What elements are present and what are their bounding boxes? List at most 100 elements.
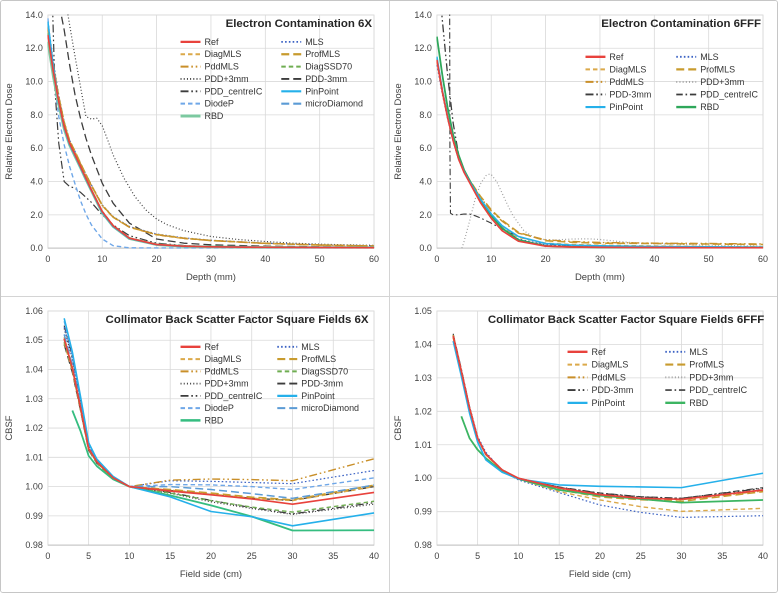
x-tick-label: 15 <box>554 551 564 561</box>
legend: Ref DiagMLS PddMLS PDD+3mm PDD_centreIC Diode… <box>180 342 359 425</box>
legend-label-RBD: RBD <box>689 398 708 408</box>
y-tick-label: 0.0 <box>30 243 42 253</box>
y-tick-label: 1.06 <box>25 306 42 316</box>
legend-label-PDD+3mm: PDD+3mm <box>689 372 733 382</box>
legend-item-PDD+3mm: PDD+3mm <box>665 372 733 382</box>
legend-item-Ref: Ref <box>180 342 219 352</box>
legend-item-Ref: Ref <box>567 347 606 357</box>
x-tick-label: 15 <box>165 551 175 561</box>
legend-label-DiagSSD70: DiagSSD70 <box>305 62 352 72</box>
legend-item-ProfMLS: ProfMLS <box>277 354 336 364</box>
x-tick-label: 0 <box>434 254 439 264</box>
x-tick-labels: 0 10 20 30 40 50 60 <box>434 254 768 264</box>
x-tick-label: 25 <box>636 551 646 561</box>
y-tick-label: 2.0 <box>419 210 431 220</box>
legend: Ref DiagMLS PddMLS PDD-3mm PinPoint MLS ProfML… <box>585 52 759 112</box>
x-axis-title: Depth (mm) <box>575 272 625 283</box>
legend-label-PDD_centreIC: PDD_centreIC <box>689 385 747 395</box>
legend-label-PDD_centreIC: PDD_centreIC <box>204 86 262 96</box>
legend-label-PDD-3mm: PDD-3mm <box>591 385 633 395</box>
y-axis-title: Relative Electron Dose <box>393 83 404 179</box>
legend-item-PDD-3mm: PDD-3mm <box>281 74 347 84</box>
y-tick-label: 4.0 <box>419 177 431 187</box>
legend-item-DiagMLS: DiagMLS <box>180 354 241 364</box>
legend-item-RBD: RBD <box>665 398 709 408</box>
y-tick-label: 1.01 <box>25 452 42 462</box>
x-tick-label: 35 <box>717 551 727 561</box>
legend-item-PddMLS: PddMLS <box>567 372 626 382</box>
y-tick-label: 10.0 <box>25 77 42 87</box>
series-line-DiodeP <box>47 18 375 249</box>
x-tick-labels: 0 5 10 15 20 25 30 35 40 <box>45 551 379 561</box>
y-tick-label: 1.05 <box>25 335 42 345</box>
panel-electron-contamination-6x: 0 10 20 30 40 50 60 0.0 2.0 4.0 6.0 8.0 10.0 12.0 14.0… <box>1 1 390 297</box>
x-tick-label: 0 <box>45 254 50 264</box>
y-tick-label: 6.0 <box>419 143 431 153</box>
legend-label-PDD+3mm: PDD+3mm <box>700 77 744 87</box>
chart-title: Electron Contamination 6X <box>226 18 373 30</box>
legend-item-PDD+3mm: PDD+3mm <box>180 74 249 84</box>
x-tick-label: 20 <box>541 254 551 264</box>
y-tick-labels: 0.0 2.0 4.0 6.0 8.0 10.0 12.0 14.0 <box>414 10 431 253</box>
x-tick-label: 25 <box>247 551 257 561</box>
y-tick-label: 8.0 <box>419 110 431 120</box>
legend-item-PDD-3mm: PDD-3mm <box>585 89 651 99</box>
y-tick-label: 1.00 <box>414 473 431 483</box>
legend-label-ProfMLS: ProfMLS <box>301 354 336 364</box>
series-group <box>452 333 764 518</box>
legend-label-PDD-3mm: PDD-3mm <box>609 89 651 99</box>
series-group <box>436 14 764 249</box>
x-tick-label: 30 <box>677 551 687 561</box>
legend-label-Ref: Ref <box>204 37 218 47</box>
x-tick-label: 5 <box>86 551 91 561</box>
x-tick-label: 10 <box>124 551 134 561</box>
legend-label-RBD: RBD <box>204 415 223 425</box>
x-tick-label: 40 <box>649 254 659 264</box>
y-tick-label: 1.05 <box>414 306 431 316</box>
series-line-PinPoint <box>452 340 764 489</box>
legend-item-MLS: MLS <box>676 52 719 62</box>
series-group <box>63 318 375 532</box>
y-axis-title: CBSF <box>4 415 15 440</box>
legend-label-DiagMLS: DiagMLS <box>609 64 646 74</box>
legend-label-PDD_centreIC: PDD_centreIC <box>204 391 262 401</box>
legend-label-Ref: Ref <box>204 342 218 352</box>
legend-label-MLS: MLS <box>689 347 707 357</box>
legend-item-DiodeP: DiodeP <box>180 99 234 109</box>
legend-item-PddMLS: PddMLS <box>585 77 644 87</box>
y-tick-label: 12.0 <box>25 43 42 53</box>
series-line-PDD-3mm <box>60 14 375 248</box>
y-tick-label: 8.0 <box>30 110 42 120</box>
legend-item-DiagMLS: DiagMLS <box>567 360 628 370</box>
legend-label-microDiamond: microDiamond <box>305 99 363 109</box>
chart-canvas-cbsf-square-fields-6fff: 0 5 10 15 20 25 30 35 40 0.98 0.99 1.00 1.01 1.02 1.03… <box>393 306 768 580</box>
y-tick-labels: 0.98 0.99 1.00 1.01 1.02 1.03 1.04 1.05 1.06 <box>25 306 42 550</box>
gridlines <box>436 14 764 249</box>
x-tick-label: 30 <box>288 551 298 561</box>
legend-item-ProfMLS: ProfMLS <box>281 49 340 59</box>
legend-item-PDD_centreIC: PDD_centreIC <box>665 385 748 395</box>
legend-label-PDD+3mm: PDD+3mm <box>204 74 248 84</box>
series-group <box>47 14 375 249</box>
x-tick-label: 30 <box>206 254 216 264</box>
legend-label-DiagMLS: DiagMLS <box>204 49 241 59</box>
y-tick-labels: 0.98 0.99 1.00 1.01 1.02 1.03 1.04 1.05 <box>414 306 431 550</box>
legend-item-microDiamond: microDiamond <box>277 403 359 413</box>
legend-item-MLS: MLS <box>277 342 320 352</box>
x-tick-label: 10 <box>513 551 523 561</box>
y-tick-label: 0.99 <box>414 507 431 517</box>
series-line-PDD_centreIC <box>449 14 764 249</box>
chart-title: Collimator Back Scatter Factor Square Fi… <box>106 314 369 326</box>
y-tick-label: 0.99 <box>25 511 42 521</box>
series-line-Ref <box>436 59 764 249</box>
x-tick-label: 60 <box>758 254 768 264</box>
y-tick-label: 1.03 <box>414 373 431 383</box>
legend-item-DiagSSD70: DiagSSD70 <box>277 366 348 376</box>
legend-label-PinPoint: PinPoint <box>609 102 643 112</box>
legend-item-PDD_centreIC: PDD_centreIC <box>180 391 263 401</box>
legend-label-Ref: Ref <box>609 52 623 62</box>
legend-item-DiagMLS: DiagMLS <box>585 64 646 74</box>
series-line-Ref <box>452 335 764 501</box>
x-tick-label: 20 <box>595 551 605 561</box>
legend-label-MLS: MLS <box>301 342 319 352</box>
